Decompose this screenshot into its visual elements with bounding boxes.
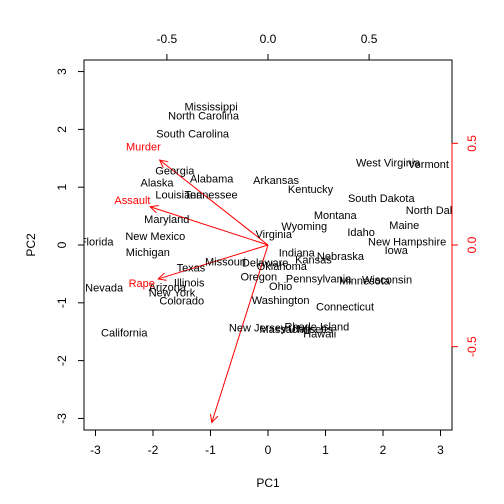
right-tick-label: 0.5 — [465, 135, 479, 152]
state-label: Maryland — [144, 214, 189, 226]
loading-labels: Murder Assault UrbanPop Rape — [114, 141, 229, 455]
loading-label: UrbanPop — [179, 443, 229, 455]
loading-arrow — [212, 244, 269, 422]
state-label: Michigan — [126, 247, 170, 259]
y-tick-label: 1 — [55, 184, 69, 191]
x-tick-label: -3 — [90, 443, 101, 457]
state-label: Georgia — [155, 166, 195, 178]
state-label: Florida — [80, 237, 115, 249]
y-tick-label: -2 — [55, 355, 69, 366]
x-tick-label: 0 — [265, 443, 272, 457]
bottom-axis: -3 -2 -1 0 1 2 3 — [90, 429, 444, 457]
loading-label: Murder — [126, 141, 161, 153]
state-label: North Carolina — [168, 111, 240, 123]
state-label: Colorado — [159, 296, 204, 308]
y-tick-label: -3 — [55, 413, 69, 424]
state-label: Wyoming — [281, 221, 327, 233]
state-label: Alaska — [141, 178, 175, 190]
state-label: Oklahoma — [257, 261, 308, 273]
state-label: Utah — [288, 323, 311, 335]
state-label: Vermont — [408, 159, 449, 171]
state-label: Delaware — [242, 258, 288, 270]
state-label: Indiana — [279, 248, 316, 260]
state-labels: Alabama Alaska Arizona Arkansas California Co… — [80, 101, 472, 341]
left-axis: -3 -2 -1 0 1 2 3 — [55, 68, 85, 424]
state-label: Tennessee — [184, 189, 237, 201]
x-tick-label: -1 — [205, 443, 216, 457]
y-tick-label: 0 — [55, 241, 69, 248]
state-label: Maine — [389, 220, 419, 232]
state-label: Washington — [252, 295, 310, 307]
right-tick-label: -0.5 — [465, 336, 479, 357]
state-label: Connecticut — [316, 301, 374, 313]
top-tick-label: 0.5 — [361, 32, 378, 46]
state-label: Wisconsin — [362, 274, 412, 286]
state-label: Alabama — [190, 174, 234, 186]
plot-area: Alabama Alaska Arizona Arkansas California Co… — [80, 101, 472, 455]
loading-arrow — [160, 160, 269, 246]
top-axis: -0.5 0.0 0.5 — [157, 32, 378, 61]
state-label: California — [101, 327, 148, 339]
right-tick-label: 0.0 — [465, 236, 479, 253]
y-tick-label: -1 — [55, 297, 69, 308]
state-label: South Dakota — [348, 193, 416, 205]
state-label: New York — [149, 288, 196, 300]
state-label: Texas — [177, 263, 206, 275]
y-axis-label: PC2 — [24, 233, 38, 257]
x-tick-label: -2 — [148, 443, 159, 457]
state-label: Montana — [314, 210, 358, 222]
state-label: South Carolina — [156, 129, 230, 141]
loading-label: Rape — [129, 278, 155, 290]
state-label: Ohio — [269, 281, 292, 293]
state-label: Illinois — [174, 278, 205, 290]
state-label: Virginia — [256, 229, 293, 241]
state-label: Iowa — [385, 245, 409, 257]
state-label: Mississippi — [184, 101, 237, 113]
state-label: New Mexico — [125, 231, 185, 243]
loading-arrows — [150, 160, 269, 422]
state-label: Hawaii — [303, 329, 336, 341]
x-tick-label: 3 — [437, 443, 444, 457]
x-tick-label: 2 — [380, 443, 387, 457]
loading-arrow — [158, 244, 269, 279]
state-label: New Jersey — [229, 322, 287, 334]
state-label: Kentucky — [288, 184, 334, 196]
state-label: West Virginia — [356, 157, 421, 169]
state-label: Massachusetts — [259, 324, 333, 336]
state-label: Idaho — [347, 227, 375, 239]
state-label: North Dakota — [406, 205, 472, 217]
state-label: Missouri — [205, 256, 246, 268]
y-tick-label: 3 — [55, 68, 69, 75]
state-label: Rhode Island — [284, 322, 349, 334]
loading-label: Assault — [114, 195, 150, 207]
state-label: Oregon — [240, 271, 277, 283]
state-label: Kansas — [295, 255, 332, 267]
x-tick-label: 1 — [322, 443, 329, 457]
state-label: Arizona — [149, 282, 187, 294]
state-label: New Hampshire — [368, 237, 446, 249]
x-axis-label: PC1 — [256, 476, 280, 490]
state-label: Pennsylvania — [286, 274, 352, 286]
state-label: Nebraska — [317, 251, 365, 263]
top-tick-label: 0.0 — [260, 32, 277, 46]
state-label: Minnesota — [339, 275, 391, 287]
loading-arrow — [150, 207, 269, 246]
right-axis: -0.5 0.0 0.5 — [451, 135, 479, 357]
state-label: Nevada — [85, 282, 124, 294]
state-label: Arkansas — [253, 175, 299, 187]
y-tick-label: 2 — [55, 126, 69, 133]
top-tick-label: -0.5 — [157, 32, 178, 46]
state-label: Louisiana — [155, 189, 203, 201]
